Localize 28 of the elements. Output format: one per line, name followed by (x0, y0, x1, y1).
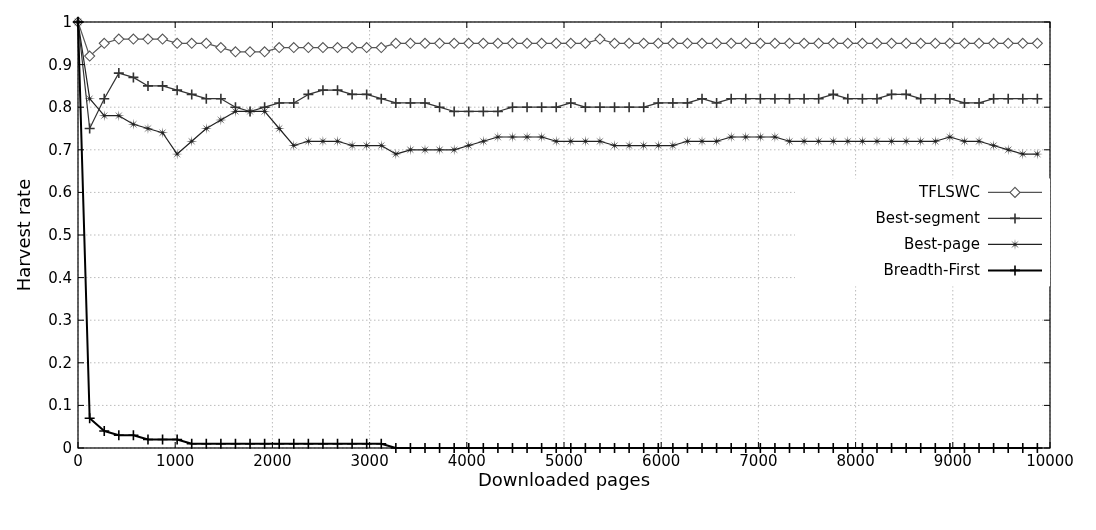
y-tick-label: 0.5 (48, 226, 72, 244)
x-tick-label: 0 (73, 452, 83, 470)
x-tick-label: 4000 (447, 452, 486, 470)
x-tick-label: 7000 (739, 452, 778, 470)
y-tick-label: 0.2 (48, 353, 72, 372)
y-tick-label: 0.6 (48, 183, 72, 202)
legend-label: Best-page (903, 235, 980, 254)
x-tick-label: 10000 (1026, 452, 1074, 470)
y-tick-label: 0.8 (48, 98, 72, 117)
y-tick-label: 0.1 (48, 396, 72, 415)
x-tick-label: 1000 (156, 452, 195, 470)
y-tick-label: 0.9 (48, 55, 72, 74)
y-tick-label: 0.4 (48, 268, 72, 287)
legend-label: TFLSWC (918, 183, 980, 202)
legend-label: Breadth-First (883, 261, 981, 280)
x-tick-label: 6000 (642, 452, 681, 470)
y-tick-label: 0.3 (48, 311, 72, 330)
x-tick-label: 2000 (253, 452, 292, 470)
y-tick-label: 0 (62, 439, 72, 457)
x-tick-label: 3000 (350, 452, 389, 470)
x-axis-title: Downloaded pages (477, 469, 651, 490)
y-tick-label: 0.7 (48, 140, 72, 159)
x-tick-label: 8000 (836, 452, 875, 470)
y-tick-label: 1 (62, 13, 72, 31)
y-axis-title: Harvest rate (13, 178, 34, 292)
legend-label: Best-segment (875, 209, 981, 228)
x-tick-label: 5000 (544, 452, 584, 470)
x-tick-label: 9000 (933, 452, 972, 470)
